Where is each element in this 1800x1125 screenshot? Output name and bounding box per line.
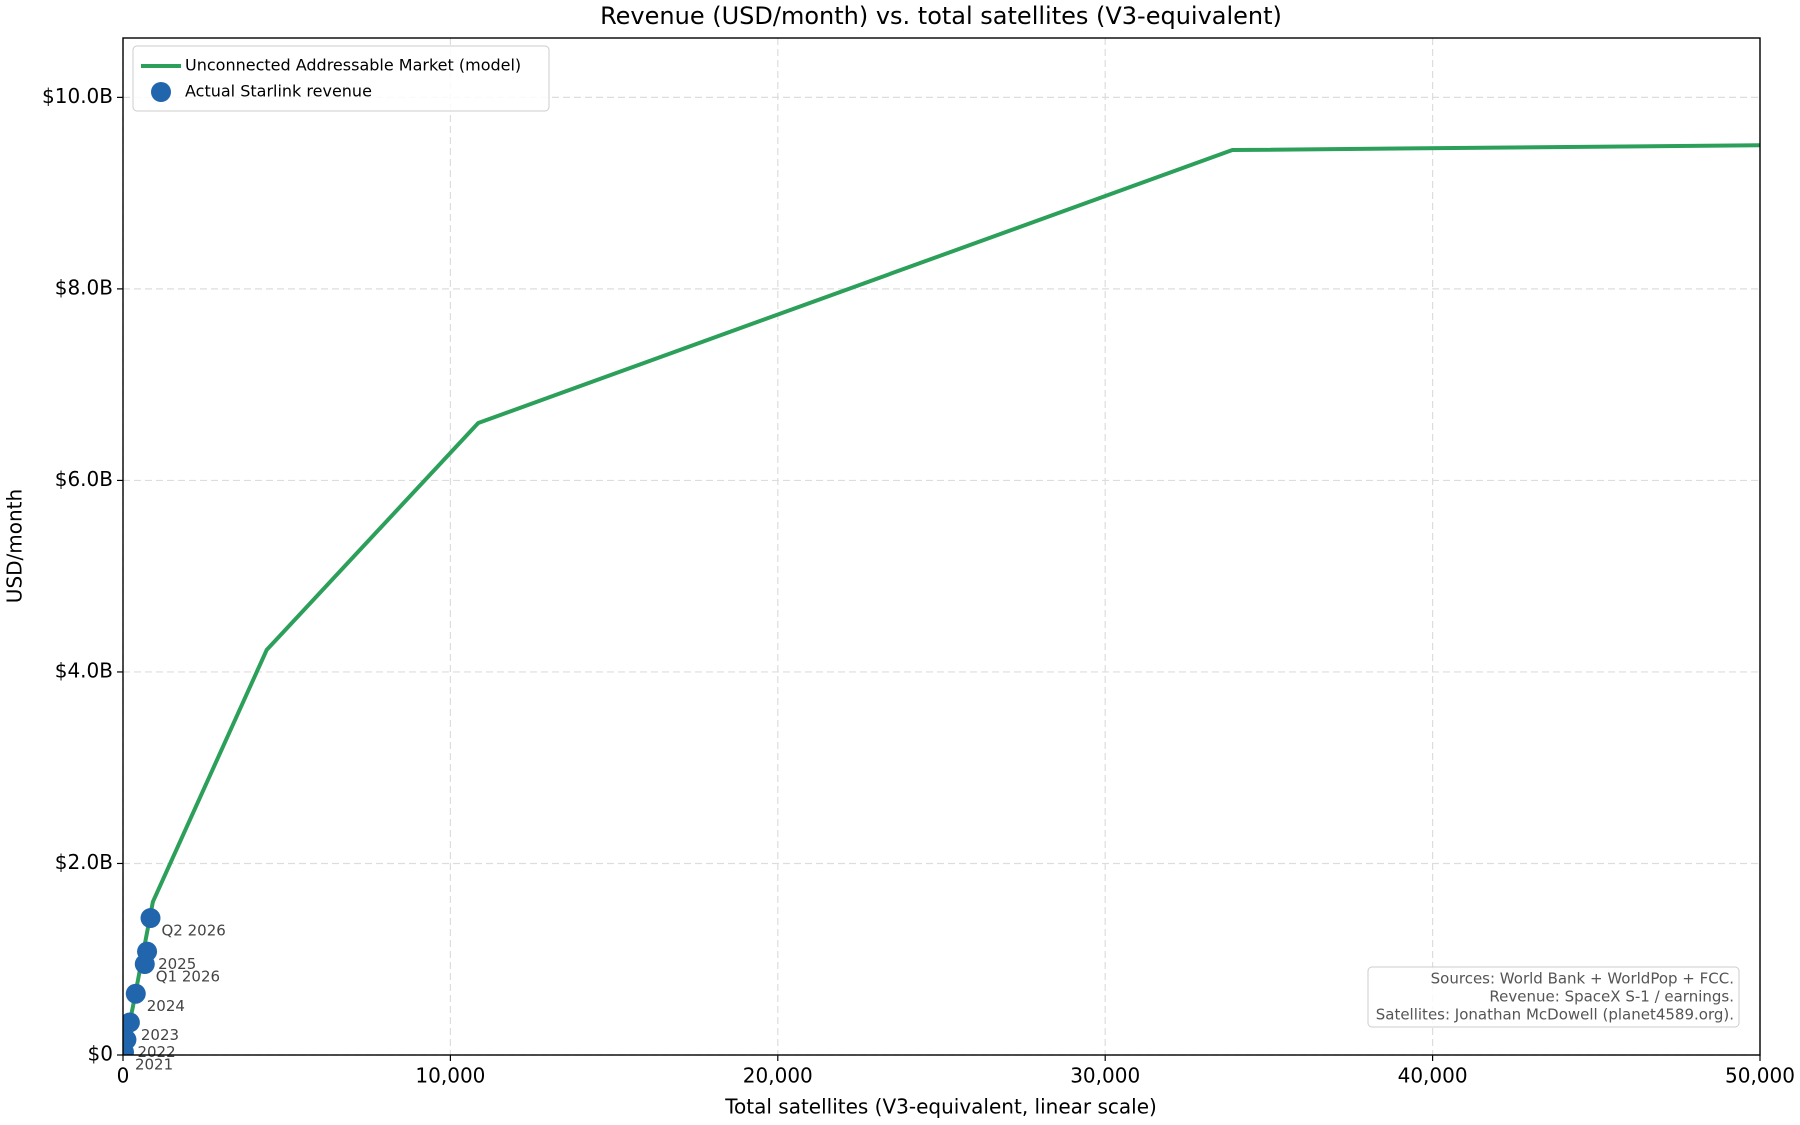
plot-frame — [122, 37, 1761, 1056]
y-tick-label: $10.0B — [42, 84, 113, 108]
x-tick-label: 50,000 — [1725, 1064, 1795, 1088]
x-tick-label: 10,000 — [415, 1064, 485, 1088]
revenue-point — [123, 1012, 140, 1033]
y-tick-label: $8.0B — [55, 275, 113, 299]
note-text: Sources: World Bank + WorldPop + FCC. — [1431, 970, 1734, 988]
point-annotation: Q2 2026 — [162, 922, 226, 940]
chart-title: Revenue (USD/month) vs. total satellites… — [600, 2, 1282, 30]
y-tick-label: $0 — [88, 1042, 113, 1066]
point-annotation: 2023 — [141, 1026, 179, 1044]
y-tick-label: $4.0B — [55, 658, 113, 682]
revenue-point — [137, 941, 158, 962]
point-annotation: 2022 — [137, 1043, 175, 1061]
point-annotation: 2021 — [135, 1056, 173, 1074]
y-tick-label: $2.0B — [55, 850, 113, 874]
note-text: Revenue: SpaceX S-1 / earnings. — [1489, 988, 1734, 1006]
x-axis-label: Total satellites (V3-equivalent, linear … — [724, 1095, 1157, 1119]
revenue-point — [123, 1029, 137, 1050]
point-annotation: 2025 — [158, 955, 196, 973]
note-box — [1367, 966, 1740, 1028]
note-text: Satellites: Jonathan McDowell (planet458… — [1376, 1006, 1734, 1024]
x-tick-label: 0 — [117, 1064, 130, 1088]
model-line — [123, 143, 1760, 1055]
revenue-point — [125, 983, 146, 1004]
x-tick-label: 30,000 — [1070, 1064, 1140, 1088]
legend-box — [132, 45, 550, 112]
legend-label: Unconnected Addressable Market (model) — [185, 56, 521, 75]
y-tick-label: $6.0B — [55, 467, 113, 491]
point-annotation: Q1 2026 — [156, 968, 220, 986]
x-tick-label: 20,000 — [743, 1064, 813, 1088]
legend-marker — [151, 82, 171, 102]
point-annotation: 2024 — [147, 997, 185, 1015]
y-axis-label: USD/month — [3, 489, 27, 603]
legend-label: Actual Starlink revenue — [185, 82, 372, 101]
x-tick-label: 40,000 — [1398, 1064, 1468, 1088]
revenue-point — [140, 908, 161, 929]
